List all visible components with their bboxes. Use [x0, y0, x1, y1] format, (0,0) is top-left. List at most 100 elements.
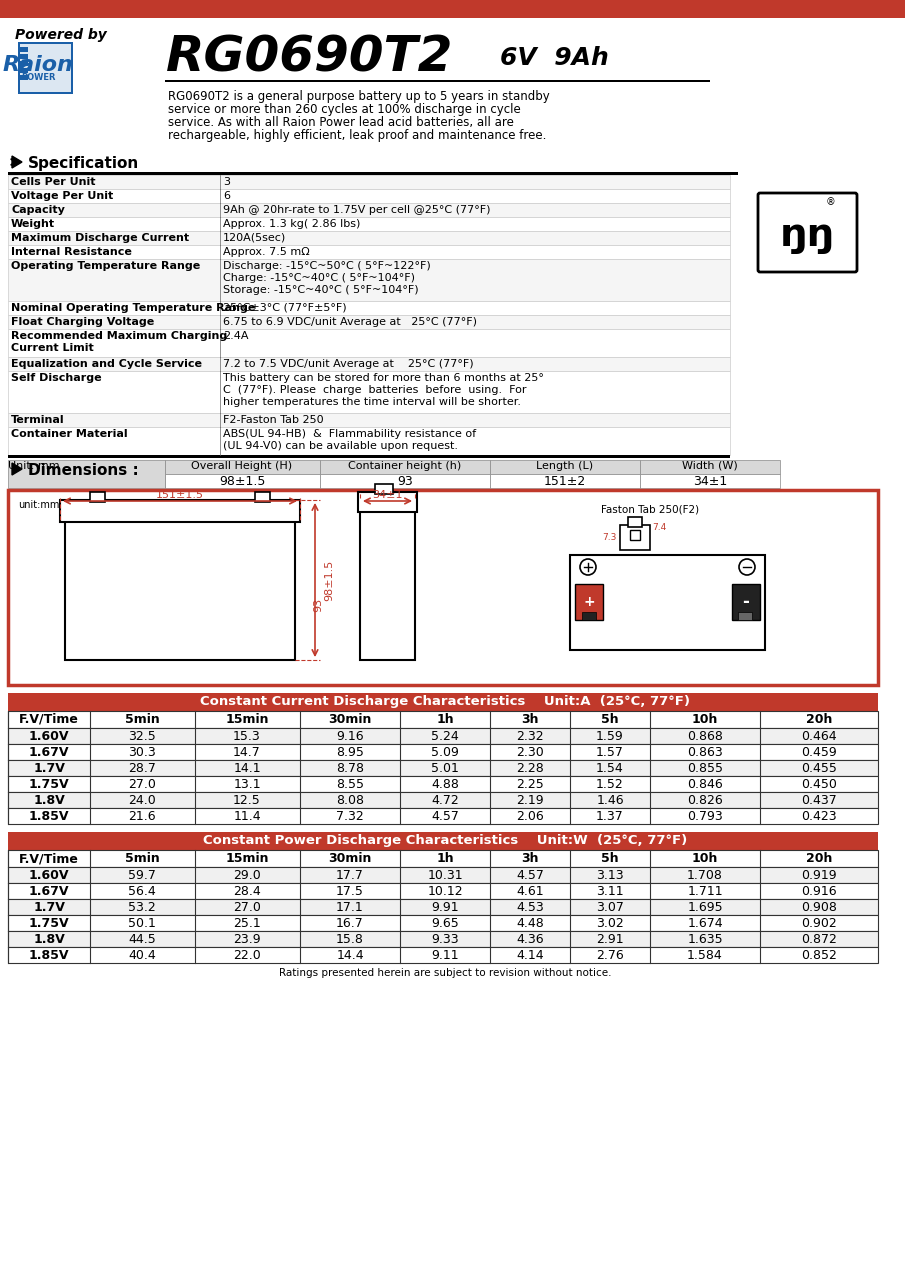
Text: 17.5: 17.5: [336, 884, 364, 899]
Text: 21.6: 21.6: [129, 810, 156, 823]
Text: Raion: Raion: [3, 55, 73, 76]
Text: 28.7: 28.7: [129, 762, 156, 774]
Text: Length (L): Length (L): [537, 461, 594, 471]
Text: ABS(UL 94-HB)  &  Flammability resistance of: ABS(UL 94-HB) & Flammability resistance …: [223, 429, 476, 439]
Bar: [8, 867, 878, 883]
Bar: [732, 584, 760, 620]
Bar: [0, 0, 905, 18]
Bar: [65, 520, 295, 660]
Text: 3h: 3h: [521, 852, 538, 865]
Text: 27.0: 27.0: [233, 901, 261, 914]
Bar: [20, 76, 28, 79]
Text: 120A(5sec): 120A(5sec): [223, 233, 286, 243]
Bar: [575, 584, 603, 620]
Text: 8.55: 8.55: [336, 778, 364, 791]
Text: ŋŋ: ŋŋ: [779, 216, 834, 253]
Text: 5h: 5h: [601, 713, 619, 726]
Bar: [8, 728, 878, 744]
Text: 10.31: 10.31: [427, 869, 462, 882]
Text: ÿ: ÿ: [786, 195, 794, 205]
Bar: [165, 79, 710, 82]
Bar: [20, 61, 28, 67]
Text: 29.0: 29.0: [233, 869, 261, 882]
Bar: [8, 172, 738, 175]
Text: 0.863: 0.863: [687, 746, 723, 759]
Bar: [18, 42, 73, 93]
Text: 0.908: 0.908: [801, 901, 837, 914]
Text: 1.60V: 1.60V: [29, 730, 70, 742]
Text: 8.95: 8.95: [336, 746, 364, 759]
Text: 2.19: 2.19: [516, 794, 544, 806]
Text: rechargeable, highly efficient, leak proof and maintenance free.: rechargeable, highly efficient, leak pro…: [168, 129, 547, 142]
Text: 16.7: 16.7: [336, 916, 364, 931]
Text: 1.708: 1.708: [687, 869, 723, 882]
Text: 7.3: 7.3: [602, 532, 616, 541]
Text: 1h: 1h: [436, 852, 453, 865]
Text: 20h: 20h: [805, 713, 833, 726]
Text: 56.4: 56.4: [129, 884, 156, 899]
Bar: [8, 413, 730, 428]
Text: 1.75V: 1.75V: [29, 916, 70, 931]
Text: 1h: 1h: [436, 713, 453, 726]
Text: 0.455: 0.455: [801, 762, 837, 774]
Bar: [8, 204, 730, 218]
Text: 11.4: 11.4: [233, 810, 261, 823]
Bar: [255, 492, 270, 502]
Text: 2.32: 2.32: [516, 730, 544, 742]
Text: 1.59: 1.59: [596, 730, 624, 742]
Polygon shape: [12, 156, 22, 168]
Text: 6.75 to 6.9 VDC/unit Average at   25°C (77°F): 6.75 to 6.9 VDC/unit Average at 25°C (77…: [223, 317, 477, 326]
Text: 5.24: 5.24: [431, 730, 459, 742]
Text: 15min: 15min: [225, 713, 269, 726]
Text: 32.5: 32.5: [129, 730, 156, 742]
Text: 7.4: 7.4: [652, 524, 666, 532]
Polygon shape: [12, 463, 22, 475]
Text: 151±1.5: 151±1.5: [156, 490, 204, 500]
Bar: [8, 915, 878, 931]
Text: 0.916: 0.916: [801, 884, 837, 899]
Text: 9.33: 9.33: [431, 933, 459, 946]
Bar: [8, 883, 878, 899]
Bar: [8, 832, 878, 850]
Bar: [8, 357, 730, 371]
Text: Nominal Operating Temperature Range: Nominal Operating Temperature Range: [11, 303, 255, 314]
Text: POWER: POWER: [21, 73, 55, 82]
Circle shape: [739, 559, 755, 575]
Bar: [90, 492, 105, 502]
Text: 14.4: 14.4: [336, 948, 364, 963]
Bar: [8, 692, 878, 710]
Text: 3.02: 3.02: [596, 916, 624, 931]
Text: 1.711: 1.711: [687, 884, 723, 899]
Bar: [630, 530, 640, 540]
Text: 0.846: 0.846: [687, 778, 723, 791]
Text: (UL 94-V0) can be available upon request.: (UL 94-V0) can be available upon request…: [223, 442, 458, 451]
Text: Specification: Specification: [28, 156, 139, 172]
Bar: [8, 454, 730, 458]
Text: 0.423: 0.423: [801, 810, 837, 823]
Bar: [8, 808, 878, 824]
Text: 0.459: 0.459: [801, 746, 837, 759]
Text: 17.1: 17.1: [336, 901, 364, 914]
Bar: [8, 947, 878, 963]
Text: 15.3: 15.3: [233, 730, 261, 742]
Text: 3.11: 3.11: [596, 884, 624, 899]
Text: 44.5: 44.5: [129, 933, 156, 946]
Text: 6V  9Ah: 6V 9Ah: [500, 46, 609, 70]
Text: 4.61: 4.61: [516, 884, 544, 899]
Bar: [320, 460, 490, 474]
Text: 4.48: 4.48: [516, 916, 544, 931]
Text: 30.3: 30.3: [129, 746, 156, 759]
Text: 28.4: 28.4: [233, 884, 261, 899]
Bar: [20, 44, 71, 92]
Text: 7.2 to 7.5 VDC/unit Average at    25°C (77°F): 7.2 to 7.5 VDC/unit Average at 25°C (77°…: [223, 358, 473, 369]
Text: 9.16: 9.16: [336, 730, 364, 742]
Text: Float Charging Voltage: Float Charging Voltage: [11, 317, 154, 326]
Text: 1.674: 1.674: [687, 916, 723, 931]
Text: higher temperatures the time interval will be shorter.: higher temperatures the time interval wi…: [223, 397, 521, 407]
Text: 30min: 30min: [329, 852, 372, 865]
FancyBboxPatch shape: [758, 193, 857, 271]
Text: Maximum Discharge Current: Maximum Discharge Current: [11, 233, 189, 243]
Text: Overall Height (H): Overall Height (H): [192, 461, 292, 471]
Bar: [8, 490, 878, 685]
Text: 2.91: 2.91: [596, 933, 624, 946]
